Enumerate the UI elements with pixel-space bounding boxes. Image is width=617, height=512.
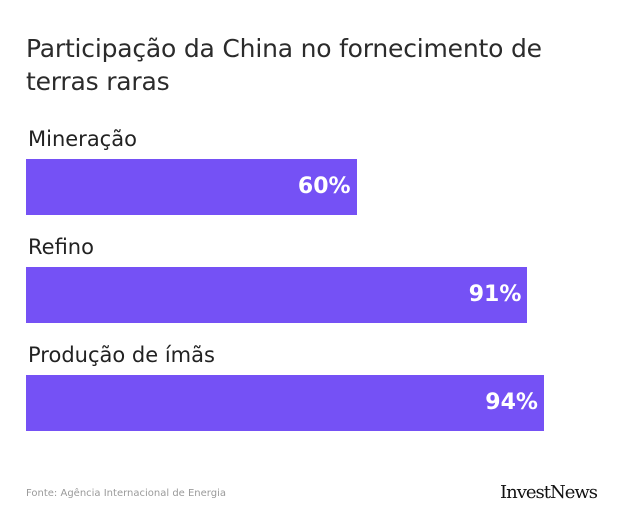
bar-track: 91% [26, 267, 577, 323]
bar-value-label: 91% [468, 282, 522, 307]
chart-title: Participação da China no fornecimento de… [26, 34, 542, 96]
bar: 60% [26, 159, 357, 215]
category-label: Mineração [28, 127, 137, 151]
source-note: Fonte: Agência Internacional de Energia [26, 488, 226, 499]
bar-track: 60% [26, 159, 577, 215]
category-label: Refino [28, 235, 94, 259]
category-label: Produção de ímãs [28, 343, 215, 367]
bar-value-label: 94% [485, 390, 538, 415]
bar: 91% [26, 267, 528, 323]
bar-value-label: 60% [297, 174, 351, 199]
investnews-logo: InvestNews [500, 482, 598, 503]
bar-track: 94% [26, 375, 577, 431]
bar: 94% [26, 375, 544, 431]
